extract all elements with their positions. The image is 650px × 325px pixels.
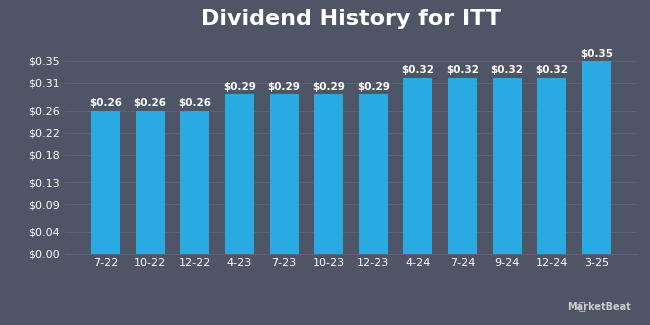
Bar — [359, 94, 388, 254]
Bar — [225, 94, 254, 254]
Text: $0.26: $0.26 — [89, 98, 122, 108]
Text: $0.29: $0.29 — [312, 82, 345, 92]
Text: $0.29: $0.29 — [357, 82, 390, 92]
Bar — [404, 77, 432, 254]
Bar — [136, 111, 164, 254]
Text: MarketBeat: MarketBeat — [567, 302, 630, 312]
Text: $0.32: $0.32 — [402, 65, 434, 75]
Bar — [538, 77, 566, 254]
Text: $0.35: $0.35 — [580, 49, 613, 59]
Text: $0.32: $0.32 — [446, 65, 479, 75]
Text: $0.26: $0.26 — [178, 98, 211, 108]
Text: $0.32: $0.32 — [491, 65, 524, 75]
Bar — [180, 111, 209, 254]
Bar — [91, 111, 120, 254]
Bar — [270, 94, 298, 254]
Text: $0.29: $0.29 — [268, 82, 300, 92]
Text: $0.26: $0.26 — [134, 98, 166, 108]
Bar — [448, 77, 477, 254]
Title: Dividend History for ITT: Dividend History for ITT — [201, 9, 501, 29]
Bar — [493, 77, 522, 254]
Text: ⥄: ⥄ — [578, 302, 585, 312]
Text: $0.29: $0.29 — [223, 82, 256, 92]
Bar — [314, 94, 343, 254]
Text: $0.32: $0.32 — [536, 65, 568, 75]
Bar — [582, 61, 611, 254]
